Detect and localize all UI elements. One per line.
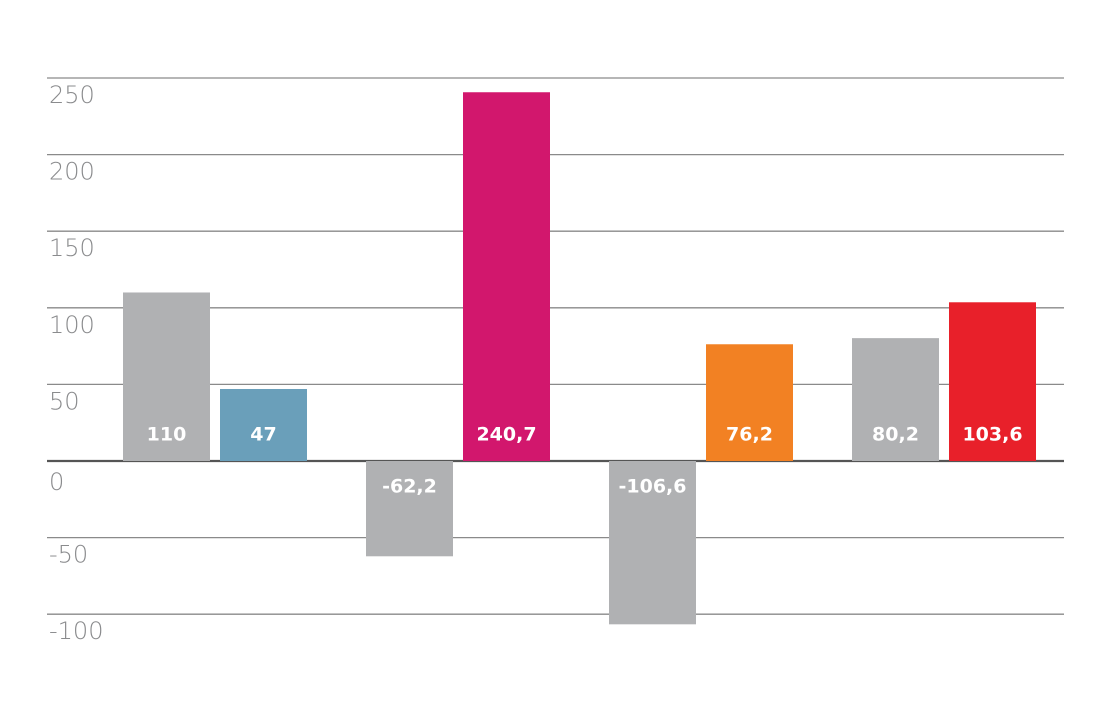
y-tick-label: -100 (49, 617, 103, 645)
value-label: 110 (147, 424, 187, 446)
bar (949, 302, 1036, 461)
value-label: 103,6 (962, 424, 1022, 446)
y-tick-label: 50 (49, 387, 80, 415)
bar (123, 292, 210, 461)
bar (463, 92, 550, 462)
bar (609, 461, 696, 625)
value-label: 80,2 (872, 424, 919, 446)
y-tick-label: 100 (49, 311, 95, 339)
value-label: -62,2 (382, 476, 437, 498)
y-tick-label: -50 (49, 541, 88, 569)
value-label: -106,6 (619, 476, 687, 498)
y-tick-label: 150 (49, 234, 95, 262)
y-tick-label: 250 (49, 81, 95, 109)
value-label: 240,7 (476, 424, 536, 446)
value-label: 47 (250, 424, 276, 446)
y-tick-label: 200 (49, 158, 95, 186)
bar (366, 461, 453, 557)
bar (706, 344, 793, 461)
y-tick-label: 0 (49, 468, 64, 496)
value-label: 76,2 (726, 424, 773, 446)
bar (220, 388, 307, 461)
bar (852, 338, 939, 461)
